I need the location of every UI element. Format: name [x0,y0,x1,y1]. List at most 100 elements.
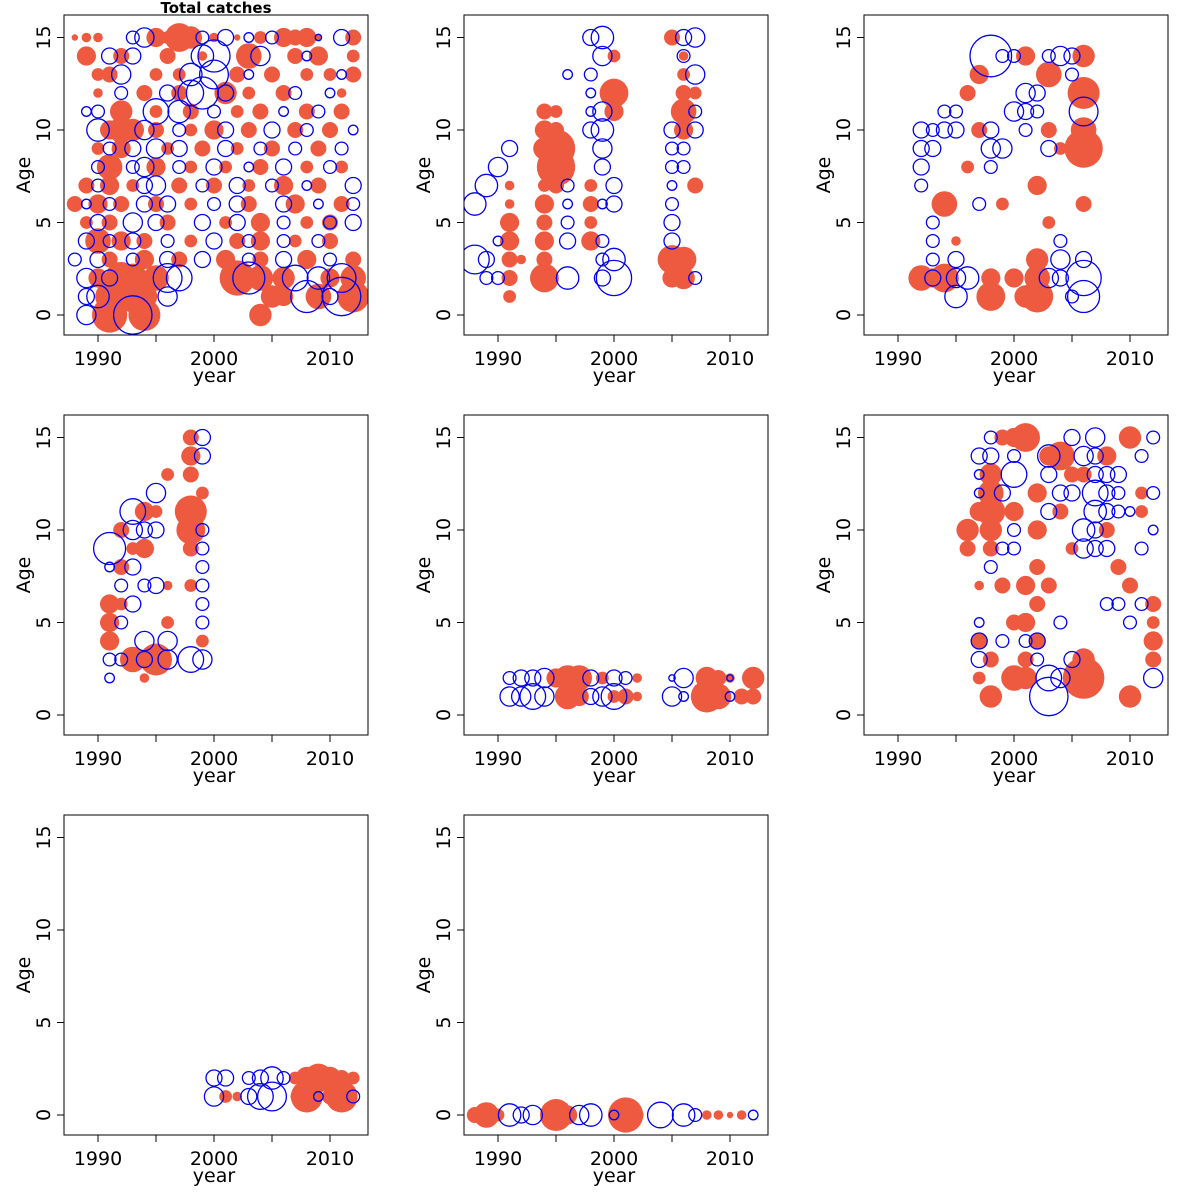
bubble-negative [89,213,107,232]
bubble-positive [333,1070,350,1086]
y-tick-label: 10 [833,118,855,142]
bubble-negative [664,159,680,175]
bubble-positive [96,154,123,180]
bubble-negative [955,266,980,290]
bubble-negative [582,28,600,47]
bubble-negative [593,158,612,176]
bubble-positive [184,234,198,248]
bubble-positive [113,522,130,538]
bubble-negative [1098,539,1116,558]
bubble-positive [1036,61,1062,88]
bubble-negative [145,482,167,504]
bubble-negative [1041,48,1056,64]
bubble-negative [232,261,266,295]
bubble-negative [608,1109,620,1121]
bubble-positive [275,85,292,101]
bubble-negative [1030,652,1045,667]
y-tick-label: 0 [833,309,855,321]
bubble-negative [89,250,107,269]
bubble-negative [1063,47,1081,65]
bubble-positive [242,179,256,192]
bubble-negative [157,649,178,670]
bubble-negative [479,270,494,286]
bubble-positive [536,103,553,120]
y-tick-label: 15 [33,425,55,449]
bubble-negative [274,158,293,176]
bubble-negative [1050,249,1071,270]
bubble-negative [1028,632,1046,650]
bubble-positive [1004,501,1024,522]
bubble-negative [157,630,178,652]
bubble-positive [1016,575,1036,596]
y-tick-label: 5 [833,216,855,228]
bubble-positive [346,49,360,63]
bubble-negative [678,691,690,702]
bubble-positive [252,103,269,120]
bubble-positive [197,51,208,61]
y-tick-label: 0 [33,709,55,721]
bubble-positive [996,197,1009,211]
bubble-negative [104,672,116,684]
bubble-negative [246,1083,274,1110]
bubble-negative [1098,502,1116,521]
x-axis-label: year [593,1165,636,1187]
bubble-negative [311,104,326,119]
bubble-negative [555,266,580,290]
bubble-negative [114,615,129,630]
bubble-positive [733,688,750,705]
bubble-negative [1040,465,1058,484]
bubble-positive [300,68,314,81]
bubble-negative [912,121,930,139]
bubble-positive [297,249,317,270]
chart-title: Total catches [160,0,271,17]
bubble-negative [165,264,193,292]
bubble-negative [172,122,187,138]
bubble-negative [205,232,223,250]
bubble-negative [944,284,968,309]
x-tick-label: 1990 [474,1148,522,1170]
y-tick-label: 5 [433,216,455,228]
bubble-negative [192,649,213,670]
x-tick-label: 2010 [706,748,754,770]
bubble-negative [195,541,210,556]
bubble-negative [1073,538,1094,559]
bubble-negative [114,85,129,101]
bubble-negative [241,233,256,249]
bubble-positive [234,34,241,41]
bubble-positive [959,540,976,557]
x-tick-label: 2000 [590,348,638,370]
bubble-positive [1027,175,1047,196]
bubble-positive [249,303,272,327]
bubble-positive [1011,423,1040,452]
bubble-negative [464,192,487,216]
bubble-negative [1036,444,1061,468]
bubble-positive [93,32,103,43]
bubble-positive [1054,142,1067,155]
bubbles [464,25,706,303]
bubble-positive [322,1088,338,1105]
bubble-negative [582,121,600,139]
bubble-negative [522,1104,544,1126]
bubble-negative [125,252,140,267]
bubble-negative [676,48,691,64]
bubble-positive [1027,520,1047,540]
bubble-negative [935,121,954,139]
bubble-negative [135,521,154,539]
y-tick-label: 15 [433,425,455,449]
bubble-negative [912,139,930,158]
bubble-positive [617,688,634,705]
bubble-negative [582,669,600,687]
bubble-negative [492,235,504,247]
y-tick-label: 10 [33,518,55,542]
bubble-positive [333,103,350,120]
x-axis-label: year [993,365,1036,387]
bubble-positive [982,540,999,557]
bubble-negative [983,559,998,575]
bubbles [466,1097,759,1133]
bubble-positive [558,1105,578,1125]
chart-panel-3: 1990 2000 2010 0 5 10 15 year Age [813,14,1169,387]
bubble-negative [77,287,96,306]
bubble-positive [1145,596,1162,612]
bubble-negative [250,45,271,67]
y-axis-label: Age [13,557,35,594]
